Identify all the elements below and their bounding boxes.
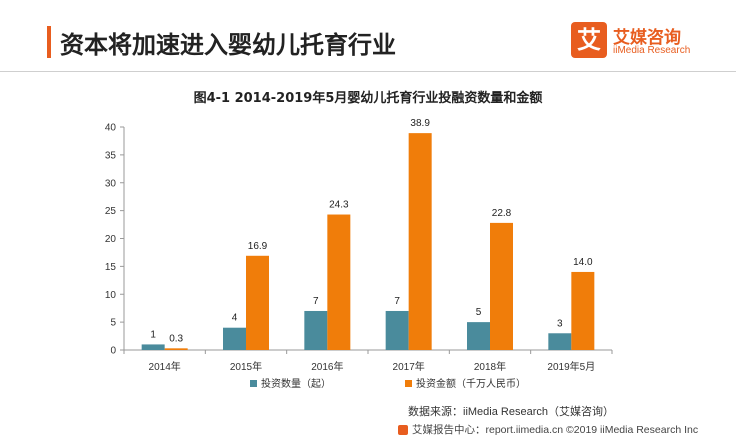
- x-tick-label: 2019年5月: [547, 360, 595, 373]
- bar-count: [385, 310, 409, 350]
- logo-name-cn: 艾媒咨询: [613, 28, 681, 48]
- y-tick-label: 30: [105, 178, 117, 189]
- y-tick-label: 15: [105, 262, 117, 273]
- bar-amount: [246, 255, 269, 350]
- y-tick-label: 20: [105, 234, 117, 245]
- logo-mark: 艾: [571, 22, 607, 58]
- bar-amount: [571, 271, 595, 350]
- bar-count: [548, 333, 572, 350]
- report-center-icon: [398, 425, 408, 436]
- bar-amount: [327, 214, 351, 350]
- data-label: 5: [476, 307, 482, 318]
- y-tick-label: 0: [110, 346, 116, 357]
- x-tick-label: 2018年: [474, 360, 506, 373]
- legend-swatch: [250, 380, 257, 387]
- data-label: 24.3: [329, 200, 349, 211]
- y-tick-label: 5: [110, 318, 116, 329]
- iimedia-logo-icon: 艾 艾媒咨询 iiMedia Research: [571, 22, 711, 64]
- page-title: 资本将加速进入婴幼儿托育行业: [60, 31, 396, 59]
- data-label: 0.3: [169, 333, 183, 344]
- header: 资本将加速进入婴幼儿托育行业 艾 艾媒咨询 iiMedia Research: [0, 0, 736, 72]
- data-label: 14.0: [573, 257, 593, 268]
- data-label: 1: [150, 329, 156, 340]
- footer: 艾媒报告中心：report.iimedia.cn ©2019 iiMedia R…: [398, 422, 698, 437]
- y-tick-label: 25: [105, 206, 117, 217]
- bar-count: [304, 310, 328, 350]
- legend-label: 投资金额（千万人民币）: [416, 377, 526, 390]
- logo-name-en: iiMedia Research: [613, 45, 691, 56]
- x-tick-label: 2016年: [311, 360, 343, 373]
- x-tick-label: 2017年: [393, 360, 425, 373]
- footer-text: 艾媒报告中心：report.iimedia.cn ©2019 iiMedia R…: [412, 424, 699, 436]
- data-label: 38.9: [410, 118, 430, 129]
- x-tick-label: 2015年: [230, 360, 262, 373]
- data-label: 3: [557, 318, 563, 329]
- data-label: 7: [313, 296, 319, 307]
- y-tick-label: 10: [105, 290, 117, 301]
- bar-amount: [164, 348, 188, 350]
- bar-count: [141, 344, 165, 350]
- legend-swatch: [405, 380, 412, 387]
- y-tick-label: 35: [105, 150, 117, 161]
- x-tick-label: 2014年: [149, 360, 181, 373]
- data-label: 4: [232, 313, 238, 324]
- data-label: 22.8: [492, 208, 512, 219]
- title-accent-bar: [47, 26, 51, 58]
- chart-labels: 1 4 7 7 5 3 0.3 16.9 24.3 38.9 22.8 14.0: [150, 118, 593, 344]
- y-tick-label: 40: [105, 123, 117, 134]
- bar-amount: [490, 222, 513, 350]
- chart-title: 图4-1 2014-2019年5月婴幼儿托育行业投融资数量和金额: [193, 91, 543, 106]
- data-label: 7: [394, 296, 400, 307]
- data-label: 16.9: [248, 241, 268, 252]
- bar-count: [223, 327, 246, 350]
- chart-bars: [141, 133, 595, 350]
- legend-label: 投资数量（起）: [261, 377, 331, 390]
- bar-count: [467, 322, 490, 350]
- chart-legend: 投资数量（起） 投资金额（千万人民币）: [250, 377, 526, 390]
- bar-amount: [408, 133, 432, 350]
- data-source: 数据来源：iiMedia Research（艾媒咨询）: [408, 406, 614, 418]
